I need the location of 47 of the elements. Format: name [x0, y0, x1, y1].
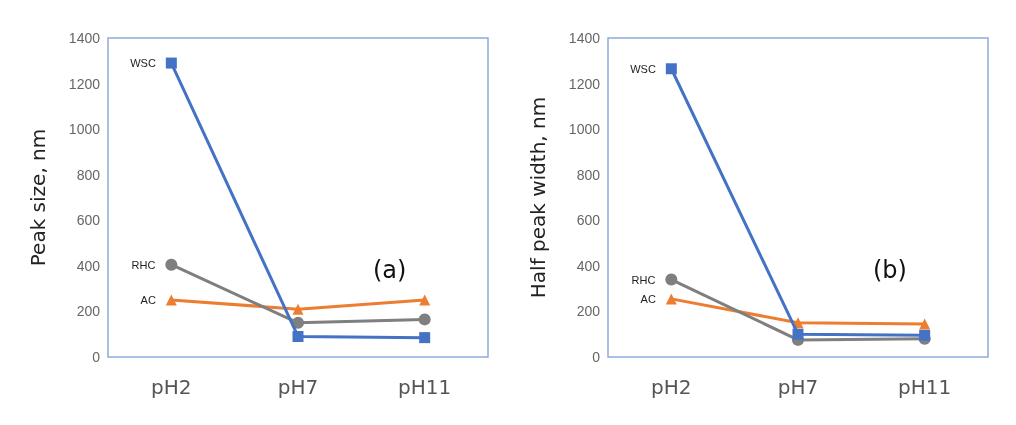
y-tick-label: 1000 [68, 121, 101, 138]
point [418, 313, 431, 326]
y-axis-title: Half peak width, nm [526, 96, 550, 299]
annotation: (b) [873, 256, 907, 284]
y-tick-label: 1200 [568, 75, 601, 92]
x-tick-label: pH11 [398, 375, 452, 399]
series-label: WSC [130, 57, 156, 70]
series-label: AC [140, 294, 156, 307]
point [665, 273, 678, 286]
y-tick-label: 1400 [568, 30, 601, 46]
point [292, 303, 304, 315]
series-label: WSC [630, 62, 656, 75]
y-tick-label: 800 [76, 166, 101, 183]
y-tick-label: 0 [592, 349, 601, 365]
point [292, 316, 304, 329]
point [165, 294, 177, 306]
point [919, 318, 931, 330]
x-tick-label: pH7 [777, 375, 819, 399]
point [165, 57, 177, 69]
x-tick-label: pH2 [651, 375, 692, 399]
annotation: (a) [373, 256, 407, 284]
y-tick-label: 800 [576, 166, 601, 183]
series-label: RHC [131, 258, 156, 271]
series-label: AC [640, 292, 656, 305]
point [665, 63, 677, 75]
y-tick-label: 0 [92, 349, 101, 365]
point [665, 293, 677, 305]
y-tick-label: 600 [76, 212, 101, 229]
y-tick-label: 1400 [68, 30, 101, 46]
x-tick-label: pH7 [277, 375, 319, 399]
x-tick-label: pH11 [898, 375, 952, 399]
point [419, 294, 431, 306]
series-label: RHC [631, 273, 656, 286]
y-tick-label: 400 [576, 257, 601, 274]
y-tick-label: 600 [576, 212, 601, 229]
x-tick-label: pH2 [151, 375, 192, 399]
point [419, 332, 431, 344]
y-tick-label: 1000 [568, 121, 601, 138]
point [792, 328, 804, 340]
y-tick-label: 200 [76, 303, 101, 320]
y-axis-title: Peak size, nm [26, 128, 50, 267]
y-tick-label: 200 [576, 303, 601, 320]
point [292, 330, 304, 342]
point [919, 329, 931, 341]
y-tick-label: 1200 [68, 75, 101, 92]
point [165, 258, 178, 271]
y-tick-label: 400 [76, 257, 101, 274]
